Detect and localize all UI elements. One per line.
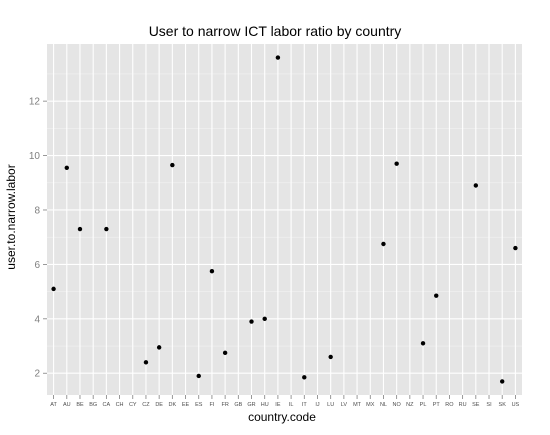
x-tick-label: BG <box>89 402 97 408</box>
x-tick-label: IL <box>289 402 294 408</box>
data-point-nl <box>381 241 386 247</box>
x-tick-label: LU <box>327 402 334 408</box>
x-tick-label: GB <box>234 402 242 408</box>
x-tick-label: CZ <box>142 402 150 408</box>
y-tick-label: 6 <box>34 260 40 271</box>
x-tick-label: CY <box>129 402 137 408</box>
data-point-lu <box>328 354 333 360</box>
x-tick-label: FI <box>209 402 214 408</box>
data-point-se <box>473 183 479 188</box>
x-tick-label: MX <box>366 402 375 408</box>
x-tick-label: US <box>512 402 520 408</box>
data-point-gr <box>249 319 254 324</box>
data-point-cz <box>143 360 149 365</box>
data-point-ca <box>104 226 109 232</box>
x-tick-label: SE <box>472 402 480 408</box>
data-point-au <box>64 165 69 171</box>
data-points <box>51 55 518 384</box>
data-point-dk <box>170 162 175 168</box>
grid-minor <box>47 73 522 347</box>
y-axis-ticks: 2 4 6 8 10 12 <box>29 97 47 380</box>
x-tick-label: AT <box>50 402 57 408</box>
data-point-at <box>51 286 56 292</box>
x-tick-label: AU <box>63 402 71 408</box>
x-tick-label: HU <box>261 402 269 408</box>
x-tick-label: RO <box>445 402 454 408</box>
chart-title: User to narrow ICT labor ratio by countr… <box>149 23 402 39</box>
x-tick-label: NZ <box>406 402 414 408</box>
x-tick-label: NL <box>380 402 387 408</box>
x-tick-label: ES <box>195 402 203 408</box>
x-tick-label: LV <box>341 402 348 408</box>
data-point-pl <box>420 341 426 346</box>
y-tick-label: 4 <box>34 314 40 325</box>
y-tick-label: 12 <box>29 97 41 108</box>
x-tick-label: PL <box>420 402 427 408</box>
x-tick-label: CA <box>103 402 111 408</box>
x-tick-label: EE <box>182 402 190 408</box>
plot-panel <box>47 44 522 395</box>
x-tick-label: MT <box>353 402 362 408</box>
y-tick-label: 10 <box>29 151 41 162</box>
x-tick-label: RU <box>459 402 467 408</box>
data-point-es <box>196 373 201 379</box>
x-tick-label: SK <box>499 402 507 408</box>
data-point-hu <box>262 316 267 322</box>
x-tick-label: NO <box>393 402 402 408</box>
x-tick-label: DE <box>155 402 163 408</box>
x-tick-label: SI <box>486 402 492 408</box>
y-axis-label: user.to.narrow.labor <box>4 164 18 269</box>
data-point-fr <box>222 350 228 356</box>
x-tick-label: DK <box>169 402 177 408</box>
x-tick-label: GR <box>247 402 255 408</box>
data-point-no <box>394 161 399 166</box>
data-point-fi <box>209 268 215 274</box>
y-tick-label: 8 <box>34 205 40 216</box>
data-point-de <box>156 345 162 350</box>
x-axis-label: country.code <box>248 410 316 424</box>
x-tick-label: PT <box>433 402 441 408</box>
data-point-sk <box>500 379 505 384</box>
y-tick-label: 2 <box>34 369 40 380</box>
x-tick-label: BE <box>76 402 84 408</box>
x-axis-ticks: AT AU BE BG CA CH CY CZ DE DK EE ES FI FR GB GR HU IE IL IT… <box>50 395 520 408</box>
x-tick-label: FR <box>221 402 228 408</box>
data-point-us <box>513 245 518 251</box>
data-point-it <box>302 375 307 380</box>
x-tick-label: IT <box>302 402 308 408</box>
data-point-be <box>77 226 83 232</box>
data-point-pt <box>434 293 439 298</box>
x-tick-label: IJ <box>315 402 320 408</box>
x-tick-label: IE <box>275 402 281 408</box>
x-tick-label: CH <box>116 402 124 408</box>
data-point-ie <box>275 55 281 60</box>
grid-major <box>47 44 522 395</box>
